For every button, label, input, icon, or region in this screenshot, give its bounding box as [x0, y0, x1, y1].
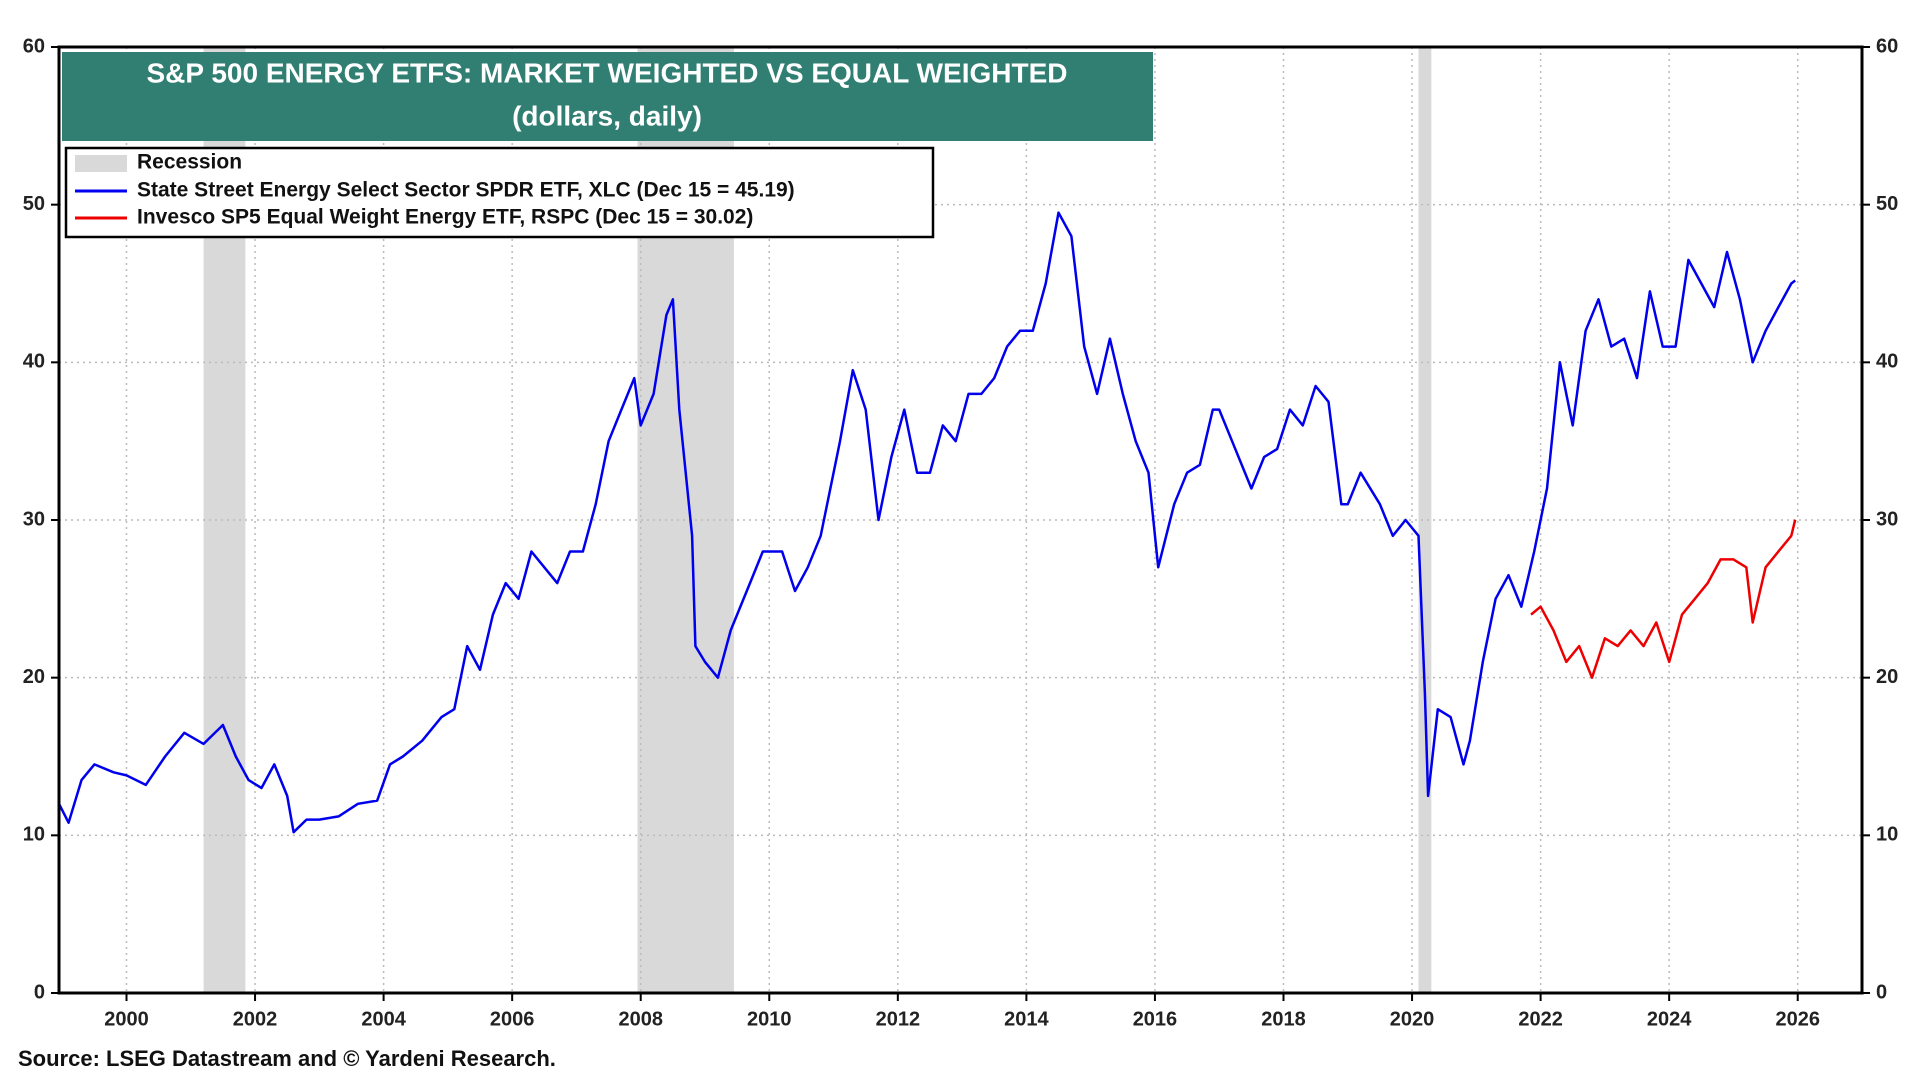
x-tick-label: 2014: [1004, 1008, 1049, 1030]
y-tick-label: 0: [34, 981, 45, 1003]
x-tick-label: 2006: [490, 1008, 535, 1030]
x-tick-label: 2000: [104, 1008, 149, 1030]
legend-label: Invesco SP5 Equal Weight Energy ETF, RSP…: [137, 206, 753, 229]
y-tick-label: 40: [23, 351, 45, 373]
y-tick-label: 20: [23, 666, 45, 688]
x-tick-label: 2002: [233, 1008, 278, 1030]
legend-box: [64, 146, 935, 239]
title-box: [62, 52, 1153, 141]
y2-tick-label: 10: [1876, 824, 1898, 846]
x-tick-label: 2008: [618, 1008, 663, 1030]
legend-label: State Street Energy Select Sector SPDR E…: [137, 179, 795, 202]
y-tick-label: 10: [23, 824, 45, 846]
recession-band: [1418, 47, 1432, 993]
y2-tick-label: 0: [1876, 981, 1887, 1003]
x-tick-label: 2020: [1390, 1008, 1435, 1030]
source-note: Source: LSEG Datastream and © Yardeni Re…: [18, 1046, 556, 1071]
x-tick-label: 2024: [1647, 1008, 1692, 1030]
x-tick-label: 2016: [1133, 1008, 1178, 1030]
series-line: [57, 211, 1796, 834]
x-tick-label: 2018: [1261, 1008, 1306, 1030]
y2-tick-label: 50: [1876, 193, 1898, 215]
y2-tick-label: 20: [1876, 666, 1898, 688]
x-tick-label: 2004: [361, 1008, 406, 1030]
legend-swatch: [75, 155, 127, 172]
y-tick-label: 50: [23, 193, 45, 215]
y-tick-label: 30: [23, 508, 45, 530]
legend-label: Recession: [137, 151, 242, 174]
y-tick-label: 60: [23, 35, 45, 57]
x-tick-label: 2026: [1775, 1008, 1820, 1030]
chart-title: S&P 500 ENERGY ETFS: MARKET WEIGHTED VS …: [146, 57, 1067, 88]
x-tick-label: 2012: [876, 1008, 921, 1030]
x-tick-label: 2022: [1518, 1008, 1563, 1030]
chart-subtitle: (dollars, daily): [512, 100, 702, 131]
y2-tick-label: 60: [1876, 35, 1898, 57]
y2-tick-label: 40: [1876, 351, 1898, 373]
x-tick-label: 2010: [747, 1008, 792, 1030]
plot-frame: [57, 45, 1864, 995]
y2-tick-label: 30: [1876, 508, 1898, 530]
series-line: [1530, 519, 1797, 679]
